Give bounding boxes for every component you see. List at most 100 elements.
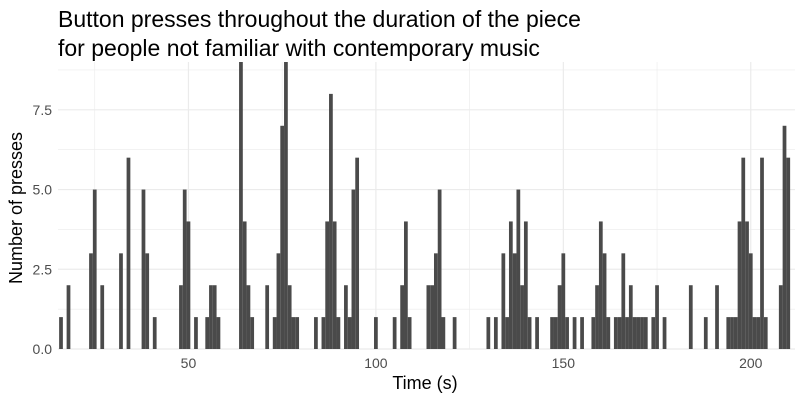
bar: [572, 317, 577, 349]
bar: [493, 317, 498, 349]
bar: [737, 221, 742, 349]
bar: [276, 253, 281, 349]
bar: [786, 157, 791, 349]
bar: [595, 285, 599, 349]
bar: [430, 285, 434, 349]
y-tick-label: 5.0: [33, 182, 53, 198]
bar: [152, 317, 157, 349]
bar: [501, 253, 506, 349]
bar: [617, 317, 622, 349]
bar: [205, 317, 210, 349]
y-axis-ticks: 0.0 2.5 5.0 7.5: [33, 102, 53, 357]
bar: [632, 317, 637, 349]
x-tick-label: 50: [181, 355, 197, 371]
y-tick-label: 0.0: [33, 341, 53, 357]
bar: [392, 317, 397, 349]
bar: [280, 125, 285, 350]
bar: [756, 317, 761, 349]
bar: [508, 221, 513, 349]
y-axis-title: Number of presses: [6, 132, 26, 284]
bar: [265, 285, 270, 349]
bar: [651, 317, 656, 349]
bar: [628, 285, 633, 349]
bar: [602, 253, 607, 349]
bar: [329, 93, 333, 349]
bar: [621, 253, 626, 349]
bar: [239, 62, 243, 349]
bar: [100, 285, 105, 349]
bar: [516, 189, 521, 349]
bar: [284, 62, 288, 349]
bar: [344, 285, 348, 349]
chart-title-block: Button presses throughout the duration o…: [58, 5, 581, 63]
bar: [209, 285, 213, 349]
bar: [688, 285, 693, 349]
bar: [332, 221, 337, 349]
bar: [321, 317, 326, 349]
bar: [760, 157, 764, 349]
bar: [752, 317, 757, 349]
bar: [126, 157, 131, 349]
bar: [662, 317, 667, 349]
bar: [643, 317, 648, 349]
bar: [407, 317, 412, 349]
bar: [763, 317, 768, 349]
bar: [512, 253, 517, 349]
bar: [557, 285, 562, 349]
bar: [606, 317, 611, 349]
bar: [452, 317, 457, 349]
bar: [486, 317, 491, 349]
bar: [441, 317, 446, 349]
bar: [182, 189, 187, 349]
bar: [92, 189, 97, 349]
bar: [550, 317, 554, 349]
bar: [527, 317, 532, 349]
bar: [553, 317, 558, 349]
bar: [347, 317, 352, 349]
bar: [89, 253, 93, 349]
bar: [655, 285, 659, 349]
chart-subtitle: for people not familiar with contemporar…: [58, 35, 540, 61]
bar: [703, 317, 708, 349]
bars: [59, 62, 791, 350]
x-tick-label: 200: [739, 355, 763, 371]
bar: [636, 317, 641, 349]
bar: [314, 317, 318, 349]
y-tick-label: 7.5: [33, 102, 53, 118]
bar: [186, 221, 191, 349]
bar: [272, 317, 277, 349]
chart-title: Button presses throughout the duration o…: [58, 6, 581, 32]
bar: [336, 317, 341, 349]
bar: [250, 317, 255, 349]
bar: [374, 317, 378, 349]
bar: [580, 317, 584, 349]
bar: [591, 317, 596, 349]
bar: [745, 221, 749, 349]
bar: [404, 221, 408, 349]
x-axis-title: Time (s): [392, 373, 457, 393]
bar: [520, 285, 524, 349]
bar: [535, 317, 539, 349]
bar: [141, 189, 146, 349]
bar: [726, 317, 731, 349]
x-tick-label: 100: [364, 355, 388, 371]
bar: [66, 285, 71, 349]
bar: [625, 317, 629, 349]
bar: [437, 189, 442, 349]
bar: [295, 317, 300, 349]
bar: [212, 285, 217, 349]
bar: [242, 221, 247, 349]
bar: [778, 285, 783, 349]
bar: [246, 285, 251, 349]
bar: [433, 253, 438, 349]
bar: [741, 157, 746, 349]
bar: [325, 221, 330, 349]
bar: [351, 189, 356, 349]
bar: [59, 317, 63, 349]
bar: [505, 317, 509, 349]
bar: [715, 285, 719, 349]
bar: [598, 221, 603, 349]
bar: [287, 285, 292, 349]
bar: [565, 317, 569, 349]
